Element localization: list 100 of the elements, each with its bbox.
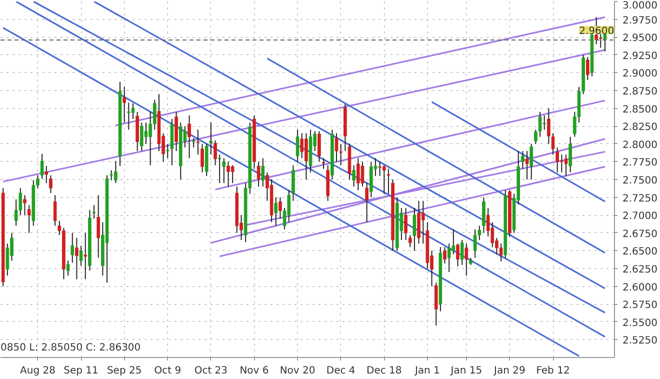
candlestick [586, 56, 590, 80]
candlestick [79, 245, 83, 266]
candlestick [564, 154, 568, 176]
x-tick-label: Nov 20 [280, 366, 316, 376]
x-tick-label: Jan 29 [493, 366, 526, 376]
candlestick [568, 136, 572, 173]
candlestick [334, 132, 338, 162]
candlestick [473, 228, 477, 258]
annotation: 0850 L: 2.85050 C: 2.86300 [0, 342, 141, 354]
y-tick-label: 2.5500 [622, 318, 658, 329]
candlestick [27, 204, 31, 234]
candlestick [452, 228, 456, 255]
candlestick [70, 232, 74, 264]
candlestick [521, 150, 524, 170]
candlestick [530, 143, 534, 180]
candlestick [66, 260, 70, 276]
candlestick [300, 132, 304, 159]
candlestick [256, 161, 260, 188]
candlestick [382, 164, 386, 194]
y-tick-label: 2.8250 [622, 122, 658, 134]
y-tick-label: 2.9000 [622, 68, 658, 80]
candlestick [542, 114, 546, 130]
candlestick [96, 194, 100, 258]
candlestick [360, 161, 364, 188]
candlestick [292, 164, 295, 202]
candlestick [131, 102, 135, 120]
candlestick [261, 158, 265, 188]
candlestick [230, 164, 234, 184]
candlestick [222, 158, 226, 184]
y-tick-label: 2.5750 [622, 300, 658, 312]
x-tick-label: Feb 12 [536, 366, 570, 376]
candlestick [278, 196, 282, 220]
candlestick [274, 196, 278, 226]
candlestick [525, 150, 529, 180]
candlestick [200, 143, 204, 173]
y-tick-label: 2.7250 [622, 193, 658, 204]
y-tick-label: 2.9250 [622, 50, 658, 62]
candlestick [49, 174, 52, 194]
y-tick-label: 2.7000 [622, 211, 658, 222]
x-tick-label: Oct 23 [194, 366, 228, 376]
y-tick-label: 2.8750 [622, 86, 658, 98]
x-tick-label: Sep 11 [64, 366, 98, 376]
candlestick [404, 207, 408, 241]
candlestick [356, 158, 360, 191]
y-tick-label: 2.6750 [622, 228, 658, 240]
candlestick [44, 165, 48, 184]
y-tick-label: 3.0000 [622, 0, 658, 12]
candlestick [287, 190, 291, 223]
candlestick [209, 122, 213, 156]
candlestick [318, 130, 321, 162]
candlestick [421, 200, 425, 244]
candlestick [214, 140, 217, 166]
y-tick-label: 2.8500 [622, 104, 658, 116]
x-tick-label: Dec 18 [366, 366, 402, 376]
y-tick-label: 2.5250 [622, 336, 658, 347]
candlestick [188, 114, 191, 159]
candlestick [464, 243, 468, 276]
candlestick [598, 33, 602, 48]
x-tick-label: Oct 9 [154, 366, 182, 376]
candlestick [53, 194, 57, 226]
x-tick-label: Jan 1 [414, 366, 440, 376]
candlestick [339, 143, 342, 166]
candlestick [23, 194, 26, 216]
x-tick-label: Aug 28 [20, 366, 56, 376]
y-tick-label: 2.7750 [622, 158, 658, 169]
candlestick [434, 282, 438, 326]
y-tick-label: 2.6000 [622, 282, 658, 294]
candlestick [456, 243, 460, 267]
candlestick [352, 164, 356, 188]
candlestick [547, 108, 550, 144]
candlestick [166, 143, 170, 159]
candlestick [110, 170, 114, 181]
candlestick [40, 153, 44, 180]
candlestick [499, 243, 503, 262]
candlestick [534, 129, 538, 144]
candlestick [196, 129, 200, 156]
candlestick [412, 207, 416, 252]
y-tick-label: 2.7500 [622, 176, 658, 186]
y-tick-label: 2.6250 [622, 264, 658, 276]
x-tick-label: Sep 25 [106, 366, 142, 376]
candlestick [296, 129, 300, 162]
candlestick [386, 168, 390, 194]
y-tick-label: 2.8000 [622, 140, 658, 151]
candlestick [365, 182, 368, 223]
x-tick-label: Nov 6 [240, 366, 269, 376]
y-tick-label: 2.9750 [622, 15, 658, 26]
y-tick-label: 2.6500 [622, 246, 658, 258]
candlestick [447, 243, 451, 273]
candlestick [192, 138, 196, 148]
candlestick [408, 234, 412, 248]
candlestick [322, 158, 326, 170]
candlestick [218, 154, 222, 184]
y-tick-label: 2.9500 [622, 33, 658, 44]
candlestick [127, 102, 130, 130]
x-tick-label: Dec 4 [326, 366, 356, 376]
candlestick [551, 132, 555, 156]
candlestick [460, 240, 464, 266]
candlestick [92, 204, 96, 220]
candlestick [140, 122, 144, 152]
candlestick [538, 111, 542, 138]
